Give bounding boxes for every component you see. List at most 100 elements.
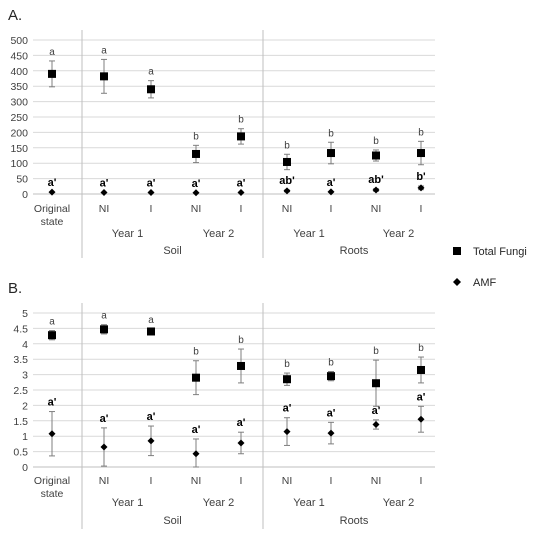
panel-a-total-fungi-point bbox=[283, 157, 291, 166]
panel-a-ytick-label: 400 bbox=[10, 66, 28, 78]
panel-a-total-fungi-point bbox=[100, 72, 108, 81]
panel-a-total-fungi-significance-label: b bbox=[328, 128, 334, 139]
panel-b-amf-significance-label: a' bbox=[192, 424, 201, 436]
panel-a-group-label: Year 1 bbox=[112, 228, 143, 240]
panel-a-total-fungi-point bbox=[417, 149, 425, 158]
panel-b-ytick-label: 3 bbox=[22, 370, 28, 382]
panel-b-category-label: state bbox=[41, 488, 64, 500]
panel-b-category-label: I bbox=[330, 475, 333, 487]
panel-b-ytick-label: 1.5 bbox=[13, 416, 28, 428]
panel-a-ytick-label: 450 bbox=[10, 50, 28, 62]
panel-b-ytick-label: 3.5 bbox=[13, 354, 28, 366]
panel-a-total-fungi-point bbox=[372, 151, 380, 160]
panel-a-ytick-label: 350 bbox=[10, 81, 28, 93]
panel-b-total-fungi-significance-label: b bbox=[418, 343, 424, 354]
panel-b-total-fungi-significance-label: a bbox=[49, 317, 55, 328]
panel-b-group-label: Year 2 bbox=[203, 497, 234, 509]
panel-b-category-label: I bbox=[240, 475, 243, 487]
panel-a-total-fungi-point bbox=[327, 149, 335, 158]
panel-a-total-fungi-significance-label: b bbox=[418, 127, 424, 138]
panel-a-category-label: I bbox=[240, 203, 243, 215]
legend: Total Fungi AMF bbox=[453, 246, 527, 289]
panel-a-total-fungi-significance-label: b bbox=[284, 140, 290, 151]
panel-a-group-label: Year 2 bbox=[383, 228, 414, 240]
panel-a-amf-point bbox=[237, 188, 245, 196]
panel-b-category-label: Original bbox=[34, 475, 70, 487]
panel-a-amf-point bbox=[147, 188, 155, 196]
panel-b-total-fungi-point bbox=[237, 361, 245, 370]
legend-total-fungi-label: Total Fungi bbox=[473, 246, 527, 258]
panel-b-category-label: I bbox=[150, 475, 153, 487]
panel-a-category-label: state bbox=[41, 216, 64, 228]
panel-b-amf-significance-label: a' bbox=[417, 391, 426, 403]
panel-b-category-label: NI bbox=[99, 475, 110, 487]
panel-b-amf-significance-label: a' bbox=[100, 413, 109, 425]
panel-b-total-fungi-significance-label: b bbox=[284, 359, 290, 370]
panel-b-amf-point bbox=[147, 437, 155, 445]
panel-b-amf-point bbox=[237, 439, 245, 447]
panel-b-total-fungi-point bbox=[48, 331, 56, 340]
panel-b-amf-significance-label: a' bbox=[48, 397, 57, 409]
panel-a-total-fungi-significance-label: b bbox=[373, 136, 379, 147]
panel-a-supergroup-label: Roots bbox=[340, 245, 369, 257]
panel-a-group-label: Year 2 bbox=[203, 228, 234, 240]
panel-b-total-fungi-significance-label: b bbox=[238, 335, 244, 346]
panel-a-amf-significance-label: a' bbox=[237, 177, 246, 189]
panel-b-amf-point bbox=[283, 428, 291, 436]
panel-b-total-fungi-significance-label: b bbox=[193, 347, 199, 358]
panel-b-total-fungi-significance-label: b bbox=[373, 346, 379, 357]
panel-b-amf-significance-label: a' bbox=[147, 411, 156, 423]
panel-a-amf-point bbox=[417, 184, 425, 192]
panel-b-supergroup-label: Soil bbox=[163, 515, 181, 527]
panel-b-total-fungi-point bbox=[327, 372, 335, 381]
panel-b-total-fungi-point bbox=[417, 365, 425, 374]
panel-b-category-label: NI bbox=[371, 475, 382, 487]
panel-a-amf-significance-label: ab' bbox=[279, 175, 295, 187]
panel-b-category-label: I bbox=[420, 475, 423, 487]
panel-b-total-fungi-point bbox=[100, 325, 108, 334]
panel-a-category-label: I bbox=[150, 203, 153, 215]
panel-a-ytick-label: 0 bbox=[22, 189, 28, 201]
panel-a-total-fungi-significance-label: a bbox=[101, 45, 107, 56]
panel-b-amf-point bbox=[192, 450, 200, 458]
panel-a-amf-significance-label: a' bbox=[147, 177, 156, 189]
panel-a-amf-significance-label: b' bbox=[416, 171, 426, 183]
panel-b-amf-significance-label: a' bbox=[327, 407, 336, 419]
panel-b-group-label: Year 2 bbox=[383, 497, 414, 509]
panel-b-category-label: NI bbox=[282, 475, 293, 487]
panel-a-ytick-label: 50 bbox=[16, 174, 28, 186]
panel-a-category-label: NI bbox=[99, 203, 110, 215]
legend-amf-label: AMF bbox=[473, 277, 497, 289]
legend-total-fungi-marker bbox=[453, 247, 461, 255]
panel-a-category-label: NI bbox=[282, 203, 293, 215]
panel-b-category-label: NI bbox=[191, 475, 202, 487]
panel-b-total-fungi-point bbox=[372, 379, 380, 388]
panel-b-amf-point bbox=[372, 420, 380, 428]
panel-b-amf-significance-label: a' bbox=[237, 417, 246, 429]
panel-b-amf-point bbox=[417, 415, 425, 423]
panel-a-amf-significance-label: a' bbox=[48, 177, 57, 189]
panel-b-total-fungi-significance-label: a bbox=[101, 311, 107, 322]
panel-a-ytick-label: 250 bbox=[10, 112, 28, 124]
panel-a-amf-significance-label: ab' bbox=[368, 174, 384, 186]
panel-b-group-label: Year 1 bbox=[293, 497, 324, 509]
panel-b-total-fungi-significance-label: b bbox=[328, 358, 334, 369]
panel-b-total-fungi-point bbox=[192, 373, 200, 382]
panel-b-ytick-label: 0 bbox=[22, 462, 28, 474]
panel-a-total-fungi-point bbox=[147, 85, 155, 94]
panel-b-ytick-label: 2.5 bbox=[13, 385, 28, 397]
panel-a-ytick-label: 200 bbox=[10, 127, 28, 139]
panel-a-amf-point bbox=[192, 189, 200, 197]
panel-b-ytick-label: 2 bbox=[22, 400, 28, 412]
panel-b-ytick-label: 4.5 bbox=[13, 323, 28, 335]
panel-a-ytick-label: 500 bbox=[10, 35, 28, 47]
panel-b-ytick-label: 5 bbox=[22, 308, 28, 320]
panel-a-amf-significance-label: a' bbox=[192, 178, 201, 190]
panel-a-total-fungi-significance-label: a bbox=[148, 67, 154, 78]
panel-b-amf-point bbox=[327, 429, 335, 437]
panel-b-total-fungi-point bbox=[147, 327, 155, 336]
panel-a-total-fungi-point bbox=[48, 69, 56, 78]
panel-b-amf-significance-label: a' bbox=[283, 403, 292, 415]
